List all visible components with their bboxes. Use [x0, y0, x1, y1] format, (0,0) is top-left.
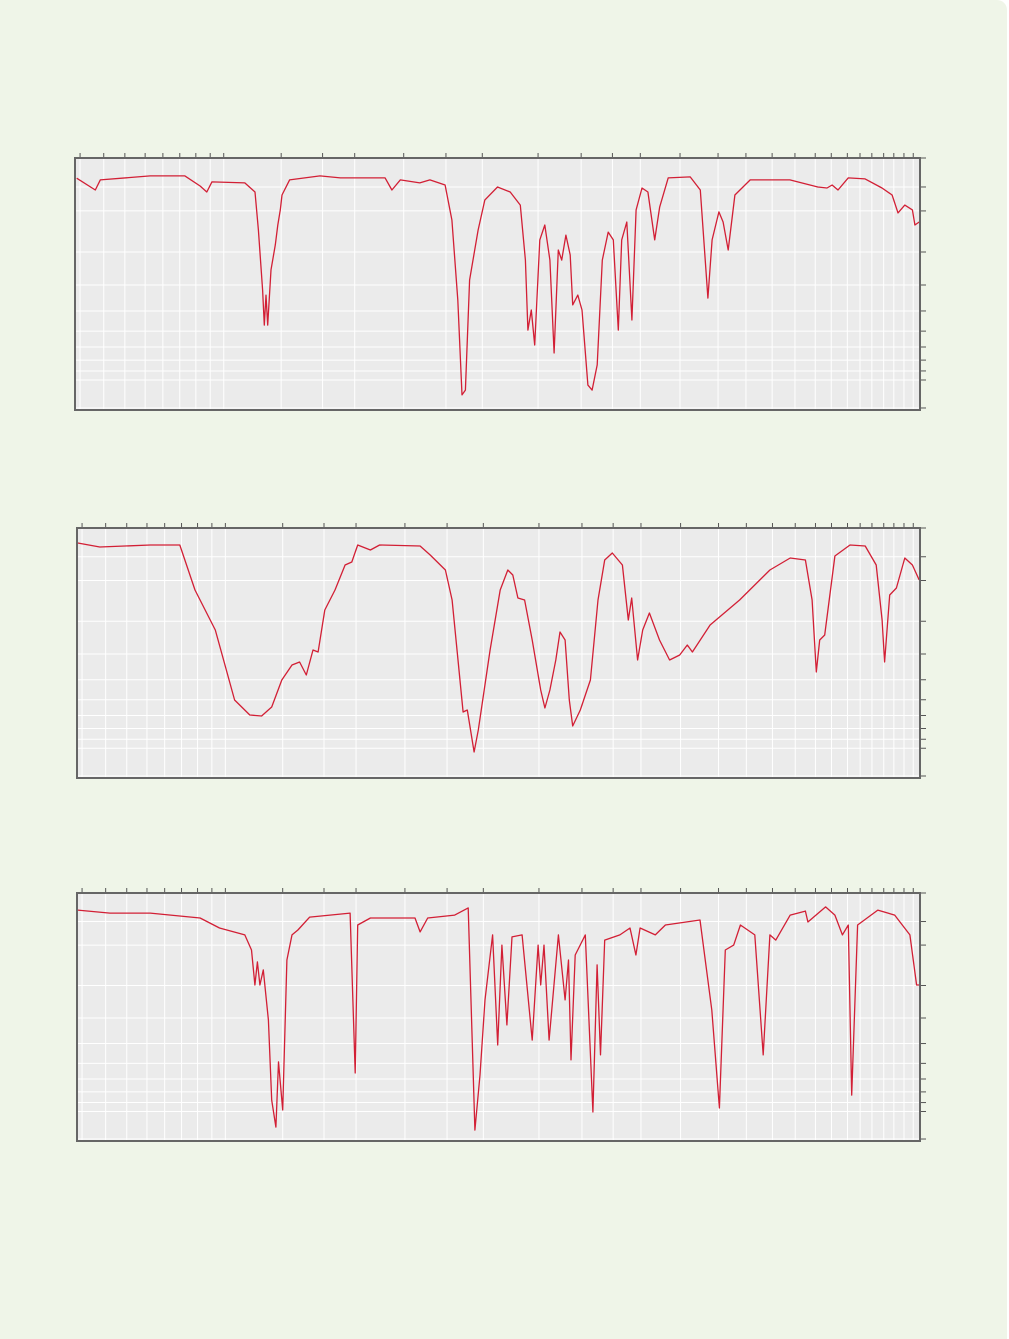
plot-frame — [76, 527, 921, 779]
spectrum-line — [77, 542, 920, 753]
plot-frame — [74, 157, 921, 411]
spectrum-line — [77, 906, 920, 1131]
plot-area — [75, 158, 920, 410]
plot-area — [77, 528, 920, 778]
plot-frame — [76, 892, 921, 1142]
spectrum-line — [76, 175, 920, 396]
